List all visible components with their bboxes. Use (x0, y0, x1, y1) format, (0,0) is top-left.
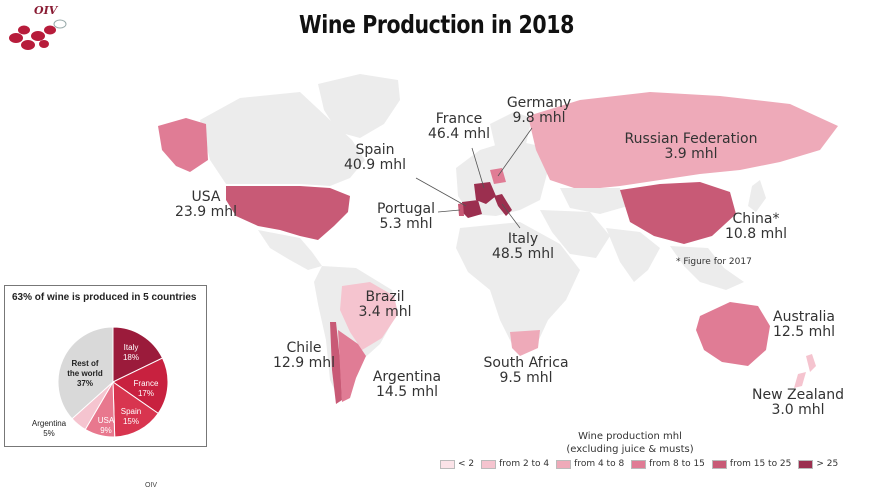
region-se-asia (670, 246, 744, 290)
pie-label-1: France 17% (134, 379, 159, 398)
region-france (474, 182, 496, 204)
region-china (620, 182, 736, 244)
map-legend: Wine production mhl (excluding juice & m… (440, 430, 838, 469)
label-usa: USA 23.9 mhl (174, 189, 238, 220)
legend-title: Wine production mhl (excluding juice & m… (566, 431, 694, 455)
region-brazil (340, 282, 398, 350)
legend-item-15to25: from 15 to 25 (711, 459, 791, 469)
label-south-africa: South Africa 9.5 mhl (483, 355, 569, 386)
region-usa (226, 186, 350, 240)
region-russia (528, 92, 838, 190)
legend-swatch (556, 459, 572, 469)
pie-label-0: Italy 18% (123, 343, 139, 362)
legend-swatch (481, 459, 497, 469)
leader-italy (501, 203, 521, 229)
pie-chart: Italy 18% France 17% Spain 15% USA 9% Argentina 5… (32, 326, 169, 438)
label-china: China* 10.8 mhl (724, 211, 788, 242)
footer-credit: OIV (145, 482, 158, 489)
region-greenland (318, 74, 400, 138)
region-alaska (158, 118, 208, 172)
legend-swatch (711, 459, 727, 469)
region-scandinavia (490, 112, 532, 156)
region-central-asia (560, 188, 628, 214)
label-new-zealand: New Zealand 3.0 mhl (752, 387, 844, 418)
region-argentina (338, 330, 366, 402)
legend-item-8to15: from 8 to 15 (631, 459, 705, 469)
label-italy: Italy 48.5 mhl (491, 231, 555, 262)
legend-swatch (798, 459, 814, 469)
region-japan (748, 180, 766, 212)
pie-title: 63% of wine is produced in 5 countries (12, 292, 197, 303)
legend-swatch (631, 459, 647, 469)
pie-chart-panel: 63% of wine is produced in 5 countries I… (4, 285, 207, 447)
region-middle-east (540, 210, 610, 258)
region-india (606, 228, 660, 282)
label-russia: Russian Federation 3.9 mhl (624, 131, 758, 162)
leader-spain (415, 177, 467, 207)
legend-swatch (440, 459, 455, 469)
region-canada (200, 92, 365, 186)
legend-item-gt25: > 25 (798, 459, 838, 469)
legend-item-2to4: from 2 to 4 (481, 459, 549, 469)
label-argentina: Argentina 14.5 mhl (372, 369, 442, 400)
pie-label-2: Spain 15% (121, 407, 141, 426)
region-africa (456, 222, 580, 352)
legend-item-lt2: < 2 (440, 459, 474, 469)
label-germany: Germany 9.8 mhl (506, 95, 572, 126)
region-new-zealand (794, 354, 816, 388)
china-footnote: * Figure for 2017 (676, 257, 752, 267)
label-brazil: Brazil 3.4 mhl (358, 289, 412, 320)
oiv-logo-mark (9, 19, 67, 50)
legend-item-4to8: from 4 to 8 (556, 459, 624, 469)
pie-label-3: USA 9% (98, 416, 115, 435)
oiv-logo-text: OIV (34, 4, 58, 17)
region-mexico (258, 230, 322, 270)
leader-france (471, 147, 485, 189)
label-spain: Spain 40.9 mhl (343, 142, 407, 173)
legend-items: < 2 from 2 to 4 from 4 to 8 from 8 to 15… (440, 459, 838, 469)
pie-label-4: Argentina 5% (32, 419, 67, 438)
leader-germany (497, 127, 533, 177)
pie-slice-france (112, 357, 169, 415)
page-title: Wine Production in 2018 (299, 10, 574, 39)
label-chile: Chile 12.9 mhl (272, 340, 336, 371)
region-spain (462, 200, 482, 218)
region-chile (330, 322, 342, 404)
region-south-africa (510, 330, 540, 356)
pie-slice-spain (112, 381, 159, 438)
label-australia: Australia 12.5 mhl (772, 309, 836, 340)
leader-portugal (437, 209, 461, 213)
region-australia (696, 302, 770, 366)
region-portugal (458, 203, 464, 216)
pie-slice-rest-of-the-world (57, 326, 114, 420)
label-france: France 46.4 mhl (427, 111, 491, 142)
pie-label-5: Rest of the world 37% (67, 359, 103, 388)
label-portugal: Portugal 5.3 mhl (377, 201, 435, 232)
pie-slice-italy (112, 326, 164, 383)
